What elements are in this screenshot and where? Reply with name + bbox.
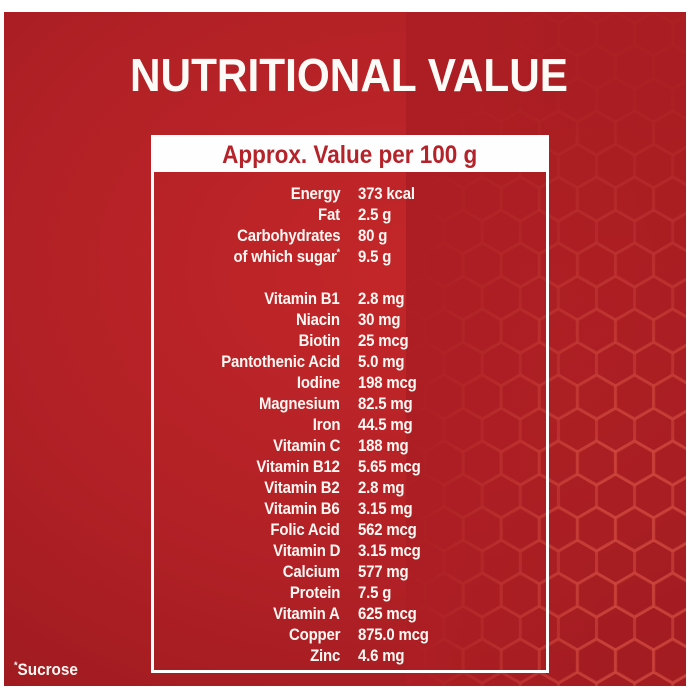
- nutrient-label: Zinc: [309, 646, 340, 665]
- nutrient-label: Vitamin B6: [264, 499, 340, 518]
- row-group-gap: [154, 267, 546, 288]
- nutrient-label: Vitamin B12: [256, 457, 341, 476]
- nutrient-row: Folic Acid 562 mcg: [154, 519, 546, 540]
- nutrient-row: Biotin 25 mcg: [154, 330, 546, 351]
- footnote-marker: *: [14, 660, 18, 672]
- nutrient-value: 875.0 mcg: [358, 625, 429, 644]
- nutrient-label: Energy: [290, 184, 340, 203]
- nutrient-row: Calcium 577 mg: [154, 561, 546, 582]
- nutrient-value: 9.5 g: [358, 247, 392, 266]
- nutrient-row: Protein 7.5 g: [154, 582, 546, 603]
- nutrient-row: Copper 875.0 mcg: [154, 624, 546, 645]
- nutrient-label: Iodine: [297, 373, 340, 392]
- panel-header-label: Approx. Value per 100 g: [222, 140, 478, 169]
- nutrient-row: Zinc 4.6 mg: [154, 645, 546, 666]
- nutrient-label: Iron: [312, 415, 340, 434]
- nutrient-value: 5.65 mcg: [358, 457, 421, 476]
- nutrient-label: Vitamin A: [273, 604, 340, 623]
- red-background: NUTRITIONAL VALUE Approx. Value per 100 …: [4, 12, 686, 686]
- nutrient-value: 2.5 g: [358, 205, 392, 224]
- nutrient-row: Iodine 198 mcg: [154, 372, 546, 393]
- nutrient-value: 3.15 mcg: [358, 541, 421, 560]
- nutrient-label: Niacin: [296, 310, 340, 329]
- nutrient-row: Vitamin B2 2.8 mg: [154, 477, 546, 498]
- nutrient-label: Carbohydrates: [236, 226, 340, 245]
- nutrient-value: 562 mcg: [358, 520, 417, 539]
- nutrient-label: Copper: [288, 625, 340, 644]
- nutrient-row: Energy 373 kcal: [154, 183, 546, 204]
- nutrient-value: 625 mcg: [358, 604, 417, 623]
- nutrient-label: Pantothenic Acid: [221, 352, 340, 371]
- nutrient-row: Vitamin C 188 mg: [154, 435, 546, 456]
- nutrient-label: Calcium: [283, 562, 340, 581]
- nutrient-row: Vitamin B12 5.65 mcg: [154, 456, 546, 477]
- nutrient-row: Vitamin B1 2.8 mg: [154, 288, 546, 309]
- nutrient-label: Vitamin C: [272, 436, 340, 455]
- nutrient-value: 7.5 g: [358, 583, 392, 602]
- footnote-text: Sucrose: [17, 660, 78, 679]
- nutrient-label: Biotin: [298, 331, 340, 350]
- nutrient-label: Vitamin D: [272, 541, 340, 560]
- nutrient-value: 577 mg: [358, 562, 409, 581]
- nutrient-row: Vitamin D 3.15 mcg: [154, 540, 546, 561]
- nutrient-label: Vitamin B1: [264, 289, 340, 308]
- nutrient-label: Magnesium: [259, 394, 340, 413]
- nutrient-row: of which sugar* 9.5 g: [154, 246, 546, 267]
- nutrient-label: Vitamin B2: [264, 478, 340, 497]
- nutrient-label: of which sugar: [233, 247, 337, 266]
- nutrient-row: Vitamin A 625 mcg: [154, 603, 546, 624]
- nutrient-row: Iron 44.5 mg: [154, 414, 546, 435]
- nutrient-row: Niacin 30 mg: [154, 309, 546, 330]
- nutrient-row: Pantothenic Acid 5.0 mg: [154, 351, 546, 372]
- nutrient-value: 80 g: [358, 226, 388, 245]
- nutrient-value: 4.6 mg: [358, 646, 405, 665]
- nutrition-panel: Approx. Value per 100 g Energy 373 kcal …: [151, 135, 549, 673]
- nutrient-label: Folic Acid: [270, 520, 340, 539]
- nutrient-row: Magnesium 82.5 mg: [154, 393, 546, 414]
- nutrient-value: 5.0 mg: [358, 352, 405, 371]
- nutrient-label: Fat: [318, 205, 340, 224]
- nutrient-label: Protein: [289, 583, 340, 602]
- nutrient-value: 44.5 mg: [358, 415, 413, 434]
- page-title: NUTRITIONAL VALUE: [129, 49, 569, 101]
- nutrient-value: 188 mg: [358, 436, 409, 455]
- nutrient-value: 2.8 mg: [358, 478, 405, 497]
- nutrient-row: Carbohydrates 80 g: [154, 225, 546, 246]
- nutrient-row: Vitamin B6 3.15 mg: [154, 498, 546, 519]
- nutrient-value: 25 mcg: [358, 331, 409, 350]
- nutrient-label-marker: *: [336, 247, 340, 259]
- nutrient-value: 3.15 mg: [358, 499, 413, 518]
- nutrient-value: 373 kcal: [358, 184, 415, 203]
- nutrient-value: 82.5 mg: [358, 394, 413, 413]
- nutrient-value: 30 mg: [358, 310, 401, 329]
- panel-header: Approx. Value per 100 g: [154, 138, 546, 172]
- nutrient-value: 198 mcg: [358, 373, 417, 392]
- nutrient-row: Fat 2.5 g: [154, 204, 546, 225]
- nutrient-table: Energy 373 kcal Fat 2.5 g Carbohydrates …: [154, 172, 546, 666]
- nutrient-value: 2.8 mg: [358, 289, 405, 308]
- footnote: *Sucrose: [14, 660, 85, 680]
